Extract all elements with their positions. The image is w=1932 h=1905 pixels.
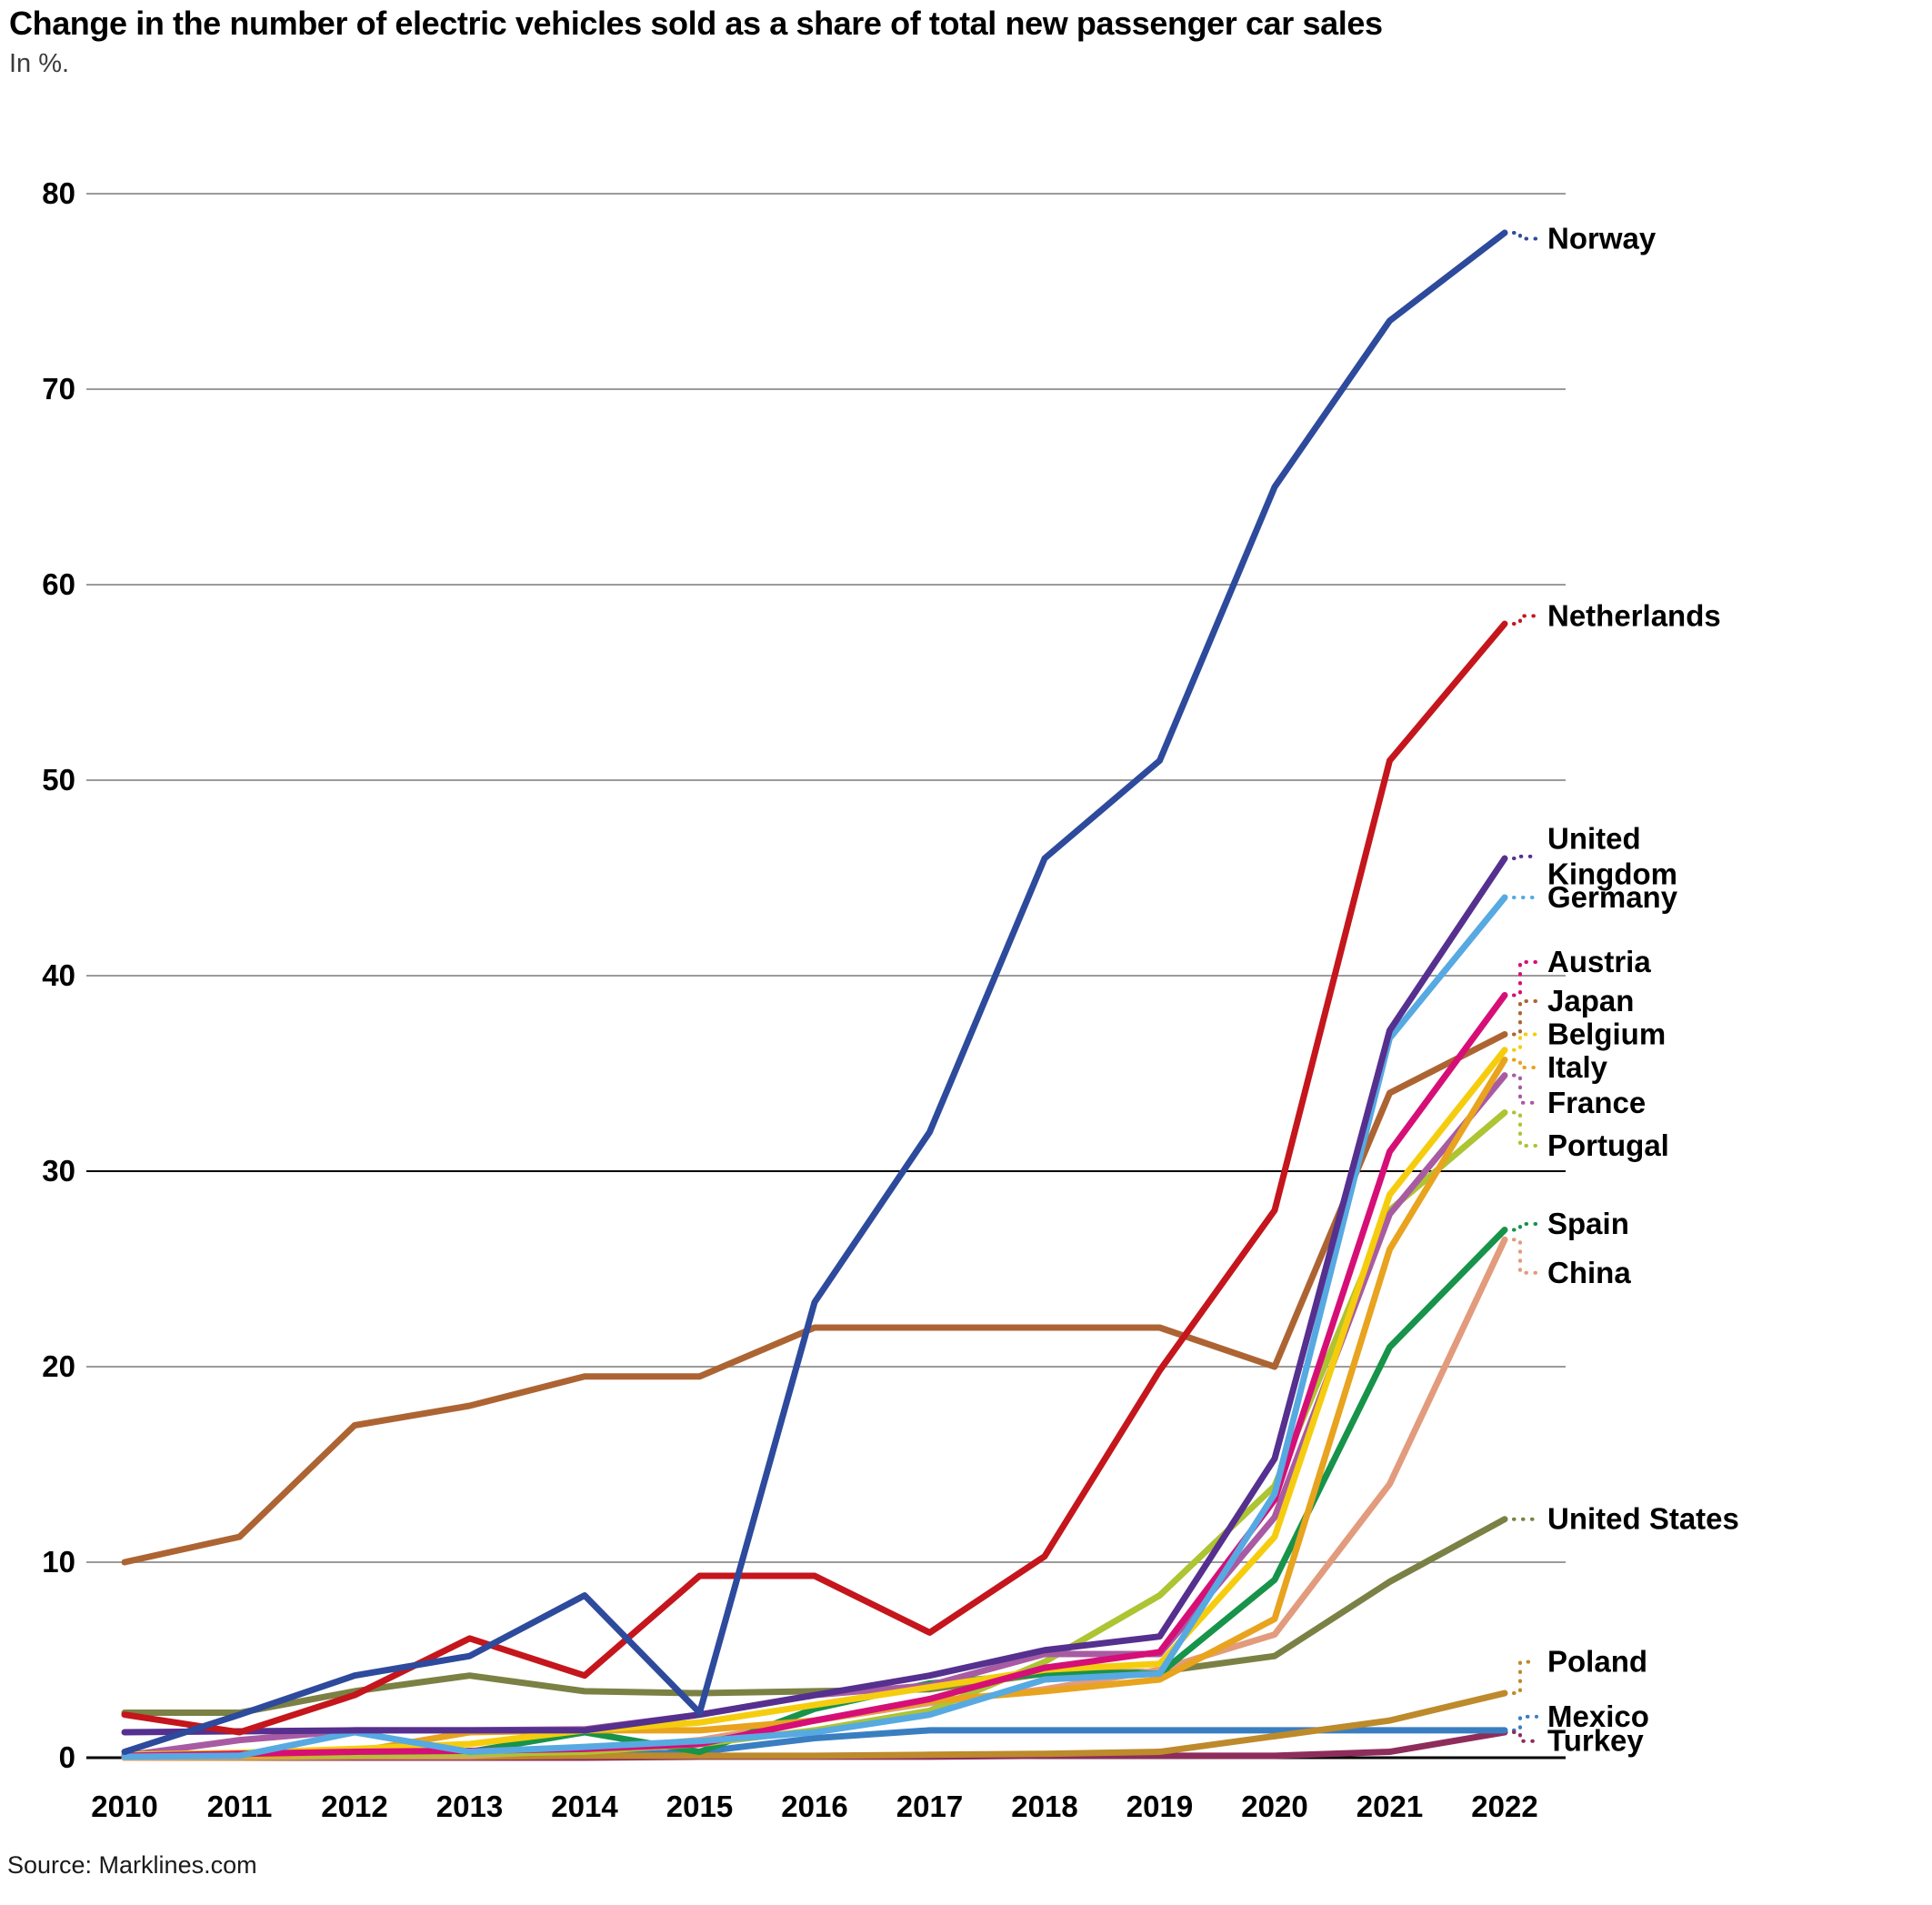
series-label-austria: Austria	[1547, 945, 1651, 978]
leader-line-china	[1512, 1238, 1538, 1275]
x-tick-label-2019: 2019	[1126, 1790, 1193, 1823]
x-tick-label-2011: 2011	[207, 1790, 273, 1823]
series-line-united-kingdom	[121, 855, 1508, 1736]
y-tick-label-70: 70	[42, 372, 75, 406]
chart-subtitle: In %.	[9, 49, 70, 78]
x-tick-label-2012: 2012	[321, 1790, 387, 1823]
leader-line-france	[1512, 1073, 1538, 1105]
series-label-poland: Poland	[1547, 1645, 1647, 1679]
leader-line-portugal	[1512, 1110, 1538, 1148]
series-label-mexico: Mexico	[1547, 1699, 1649, 1733]
series-label-china: China	[1547, 1256, 1631, 1289]
leader-line-mexico	[1512, 1714, 1538, 1732]
leader-line-turkey	[1512, 1730, 1538, 1743]
x-tick-label-2010: 2010	[91, 1790, 157, 1823]
series-label-netherlands: Netherlands	[1547, 598, 1721, 632]
x-tick-label-2016: 2016	[781, 1790, 847, 1823]
y-tick-label-50: 50	[42, 763, 75, 797]
x-tick-label-2014: 2014	[551, 1790, 618, 1823]
x-tick-label-2017: 2017	[896, 1790, 963, 1823]
series-line-united-states	[121, 1516, 1508, 1717]
y-tick-label-10: 10	[42, 1545, 75, 1579]
leader-line-poland	[1512, 1659, 1538, 1696]
y-tick-label-80: 80	[42, 176, 75, 210]
series-label-united-states: United States	[1547, 1502, 1739, 1536]
series-label-belgium: Belgium	[1547, 1018, 1666, 1051]
series-line-netherlands	[121, 620, 1508, 1736]
series-label-turkey: Turkey	[1547, 1724, 1644, 1758]
y-tick-label-20: 20	[42, 1349, 75, 1383]
series-label-portugal: Portugal	[1547, 1128, 1669, 1162]
chart-header: Change in the number of electric vehicle…	[9, 4, 1383, 79]
x-tick-label-2013: 2013	[436, 1790, 503, 1823]
leader-line-united-kingdom	[1512, 854, 1538, 860]
series-label-japan: Japan	[1547, 984, 1634, 1018]
series-label-united-kingdom: United Kingdom	[1547, 821, 1677, 890]
leader-line-austria	[1512, 959, 1538, 998]
y-tick-label-60: 60	[42, 567, 75, 601]
series-label-norway: Norway	[1547, 221, 1657, 255]
series-line-japan	[121, 1031, 1508, 1566]
leader-line-belgium	[1512, 1032, 1538, 1052]
series-label-italy: Italy	[1547, 1050, 1608, 1084]
series-line-norway	[121, 229, 1508, 1756]
x-tick-label-2022: 2022	[1471, 1790, 1537, 1823]
leader-line-netherlands	[1512, 614, 1538, 626]
series-label-germany: Germany	[1547, 880, 1678, 914]
source-note: Source: Marklines.com	[7, 1851, 257, 1879]
series-label-spain: Spain	[1547, 1207, 1629, 1240]
series-label-france: France	[1547, 1086, 1646, 1119]
leader-line-japan	[1512, 998, 1538, 1037]
y-tick-label-0: 0	[59, 1740, 75, 1774]
leader-line-spain	[1512, 1222, 1538, 1232]
x-tick-label-2015: 2015	[666, 1790, 733, 1823]
x-tick-label-2020: 2020	[1241, 1790, 1307, 1823]
chart-title: Change in the number of electric vehicle…	[9, 5, 1383, 42]
y-tick-label-30: 30	[42, 1154, 75, 1188]
leader-line-italy	[1512, 1058, 1538, 1070]
leader-line-norway	[1512, 231, 1538, 241]
x-tick-label-2021: 2021	[1356, 1790, 1423, 1823]
x-tick-label-2018: 2018	[1011, 1790, 1077, 1823]
y-tick-label-40: 40	[42, 958, 75, 992]
